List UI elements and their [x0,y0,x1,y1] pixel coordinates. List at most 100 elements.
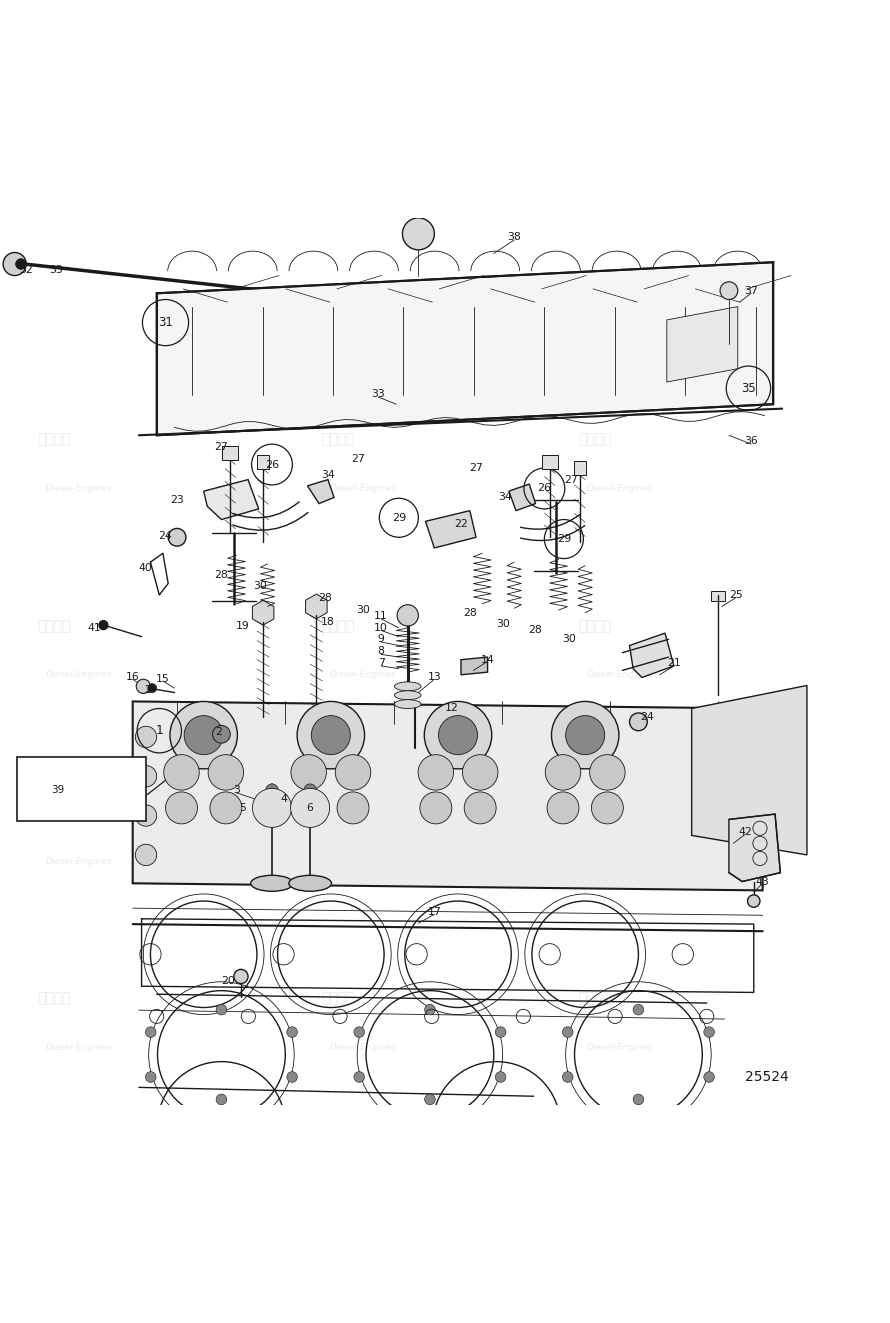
Circle shape [354,1027,365,1037]
Text: 36: 36 [744,437,758,446]
Circle shape [704,1027,715,1037]
Text: 28: 28 [463,607,477,618]
Circle shape [168,528,186,546]
Circle shape [337,792,369,824]
Circle shape [420,792,452,824]
Circle shape [589,754,625,790]
Text: 5: 5 [239,803,247,812]
Text: 28: 28 [529,626,542,635]
Circle shape [234,970,248,983]
Text: 7: 7 [377,659,384,668]
Text: 33: 33 [372,389,385,400]
Circle shape [425,1094,435,1105]
Text: Diesel-Engines: Diesel-Engines [587,856,653,865]
Polygon shape [461,658,488,675]
Circle shape [287,1072,297,1082]
Text: Diesel-Engines: Diesel-Engines [45,484,112,493]
Text: 29: 29 [392,513,406,523]
Ellipse shape [394,681,421,691]
FancyBboxPatch shape [18,757,146,822]
Circle shape [170,701,238,769]
Circle shape [216,1004,227,1015]
Polygon shape [667,307,738,382]
Text: 20: 20 [221,976,235,986]
Text: 38: 38 [507,233,521,242]
Circle shape [208,754,244,790]
Circle shape [99,620,108,630]
Circle shape [16,259,26,270]
Text: 14: 14 [481,655,495,664]
Text: Diesel-Engines: Diesel-Engines [329,484,396,493]
Text: 2: 2 [215,728,222,737]
Text: 17: 17 [427,906,441,917]
Text: 42: 42 [738,827,752,837]
Text: 27: 27 [469,463,483,474]
Polygon shape [425,511,476,548]
Text: 4: 4 [280,794,287,804]
Text: 18: 18 [321,617,335,627]
Circle shape [546,754,581,790]
Text: 柴发动力: 柴发动力 [320,619,354,632]
Text: 27: 27 [214,442,229,451]
Text: 26: 26 [265,459,279,470]
Circle shape [633,1004,643,1015]
Bar [257,455,270,468]
Text: 2: 2 [144,685,151,695]
Circle shape [145,1072,156,1082]
Circle shape [145,1027,156,1037]
Text: 13: 13 [427,672,441,683]
Text: 25524: 25524 [745,1070,789,1084]
Text: 10: 10 [374,623,388,632]
Text: 柴发动力: 柴发动力 [36,992,70,1005]
Circle shape [253,789,292,827]
Text: 柴发动力: 柴发动力 [578,806,611,819]
Text: 27: 27 [564,475,578,484]
Text: Diesel-Engines: Diesel-Engines [587,671,653,679]
Bar [542,455,558,468]
Text: 27: 27 [352,454,365,464]
Circle shape [291,754,327,790]
Text: 6: 6 [307,803,313,812]
Circle shape [135,766,157,787]
Text: Diesel-Engines: Diesel-Engines [329,671,396,679]
Polygon shape [729,814,781,881]
Text: 34: 34 [321,470,335,480]
Text: 柴发动力: 柴发动力 [36,433,70,447]
Circle shape [303,785,316,796]
Circle shape [312,716,351,754]
Text: Diesel-Engines: Diesel-Engines [329,1043,396,1052]
Text: 33: 33 [50,265,63,275]
Circle shape [336,754,371,790]
Text: 28: 28 [319,593,332,602]
Text: 柴发动力: 柴发动力 [578,619,611,632]
Circle shape [463,754,498,790]
Circle shape [562,1072,573,1082]
Polygon shape [509,484,536,511]
Circle shape [629,713,647,730]
Circle shape [439,716,478,754]
Circle shape [566,716,604,754]
Text: 25: 25 [729,590,743,599]
Circle shape [402,218,434,250]
Text: 22: 22 [454,519,468,529]
Circle shape [495,1027,506,1037]
Polygon shape [157,262,773,435]
Bar [574,460,587,475]
Circle shape [136,679,150,693]
Circle shape [213,725,231,744]
Text: 柴发动力: 柴发动力 [320,992,354,1005]
Circle shape [184,716,223,754]
Circle shape [425,701,492,769]
Polygon shape [204,480,259,520]
Circle shape [287,1027,297,1037]
Text: 24: 24 [158,531,173,541]
Text: 41: 41 [88,623,101,632]
Circle shape [148,684,157,692]
Text: 1: 1 [156,724,163,737]
Circle shape [704,1072,715,1082]
Text: Diesel-Engines: Diesel-Engines [587,484,653,493]
Ellipse shape [251,876,294,892]
Circle shape [135,804,157,827]
Text: 28: 28 [214,570,229,579]
Circle shape [166,792,198,824]
